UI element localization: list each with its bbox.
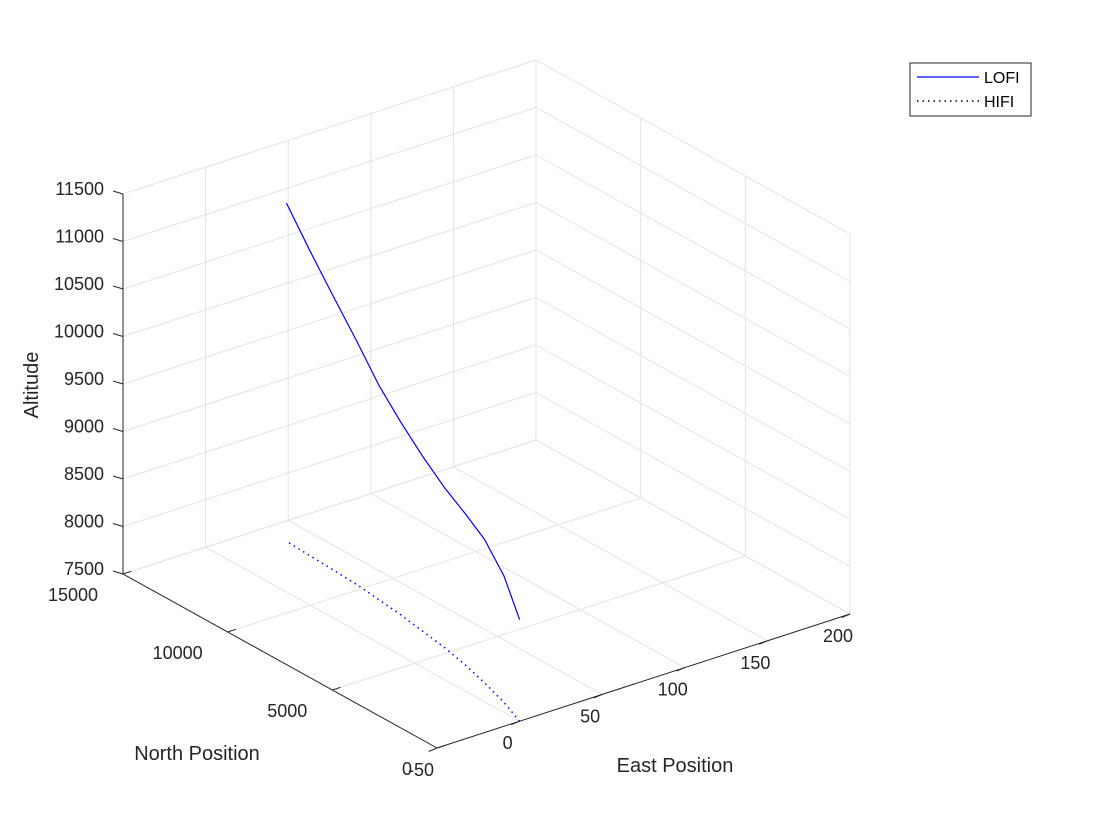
ticks-layer: -500501001502000500010000150007500800085… (48, 179, 853, 780)
floor-gridline-x (453, 466, 768, 642)
x-tick-label: 50 (580, 706, 600, 726)
floor-gridline-x (205, 546, 520, 722)
wall-y-gridline-z (122, 297, 537, 432)
y-tick-mark (332, 686, 341, 691)
floor-gridline-y (332, 555, 746, 691)
floor-gridline-x (370, 493, 686, 669)
series-layer (285, 202, 521, 722)
x-tick-mark (676, 667, 685, 672)
z-axis-label: Altitude (21, 352, 43, 419)
legend-box (909, 62, 1032, 117)
series-line-hifi (286, 540, 521, 722)
z-tick-mark (112, 380, 124, 385)
wall-y-gridline-z (122, 202, 537, 337)
wall-y-gridline-z (122, 392, 537, 527)
x-tick-label: 0 (503, 733, 513, 753)
floor-gridline-y (227, 497, 641, 633)
legend: LOFI HIFI (909, 62, 1032, 117)
z-tick-label: 8000 (64, 512, 104, 532)
y-tick-label: 0 (402, 759, 412, 779)
wall-y-gridline-z (122, 107, 537, 242)
x-tick-label: 200 (823, 626, 853, 646)
y-axis-line (122, 573, 438, 749)
x-tick-mark (593, 693, 603, 699)
wall-y-gridline-z (122, 344, 537, 480)
x-tick-mark (758, 640, 768, 645)
y-tick-mark (436, 744, 446, 749)
legend-label-hifi: HIFI (984, 94, 1014, 111)
wall-x-gridline-z (535, 202, 851, 377)
wall-y-gridline-z (122, 439, 537, 575)
y-tick-mark (122, 570, 132, 575)
z-tick-mark (112, 333, 124, 337)
z-tick-label: 11000 (55, 227, 104, 247)
x-tick-label: -50 (408, 760, 434, 780)
z-tick-label: 8500 (64, 464, 104, 484)
z-tick-label: 9000 (64, 417, 104, 437)
wall-x-gridline-z (535, 392, 851, 567)
x-tick-label: 150 (740, 653, 770, 673)
z-tick-mark (112, 238, 124, 242)
wall-x-gridline-z (535, 107, 851, 282)
z-tick-label: 10500 (54, 274, 104, 294)
x-tick-mark (428, 747, 438, 752)
y-axis-label: North Position (134, 743, 260, 765)
wall-x-gridline-z (535, 59, 851, 235)
x-axis-line (436, 613, 851, 749)
wall-x-gridline-z (535, 344, 851, 520)
z-tick-mark (112, 475, 124, 480)
z-tick-mark (112, 190, 124, 195)
z-tick-mark (112, 285, 124, 290)
x-tick-label: 100 (658, 680, 688, 700)
y-tick-label: 10000 (153, 643, 203, 663)
wall-x-gridline-z (535, 249, 851, 425)
y-tick-mark (227, 628, 237, 633)
grid-layer (122, 59, 851, 749)
wall-x-gridline-z (535, 439, 851, 615)
floor-gridline-x (287, 519, 603, 695)
legend-label-lofi: LOFI (984, 70, 1020, 87)
x-tick-mark (841, 613, 851, 618)
x-axis-label: East Position (617, 755, 734, 777)
x-tick-mark (511, 720, 520, 726)
wall-y-gridline-z (122, 249, 537, 385)
z-tick-mark (112, 428, 124, 432)
z-tick-label: 9500 (64, 369, 104, 389)
wall-y-gridline-z (122, 59, 537, 195)
wall-x-gridline-z (535, 297, 851, 472)
z-tick-mark (112, 523, 124, 527)
z-tick-label: 11500 (55, 179, 104, 199)
series-line-lofi (285, 202, 521, 620)
wall-y-gridline-z (122, 154, 537, 290)
wall-x-gridline-z (535, 154, 851, 330)
y-tick-label: 5000 (267, 701, 307, 721)
z-tick-label: 7500 (64, 559, 104, 579)
z-tick-label: 10000 (54, 322, 104, 342)
y-tick-label: 15000 (48, 585, 98, 605)
z-tick-mark (112, 570, 124, 575)
